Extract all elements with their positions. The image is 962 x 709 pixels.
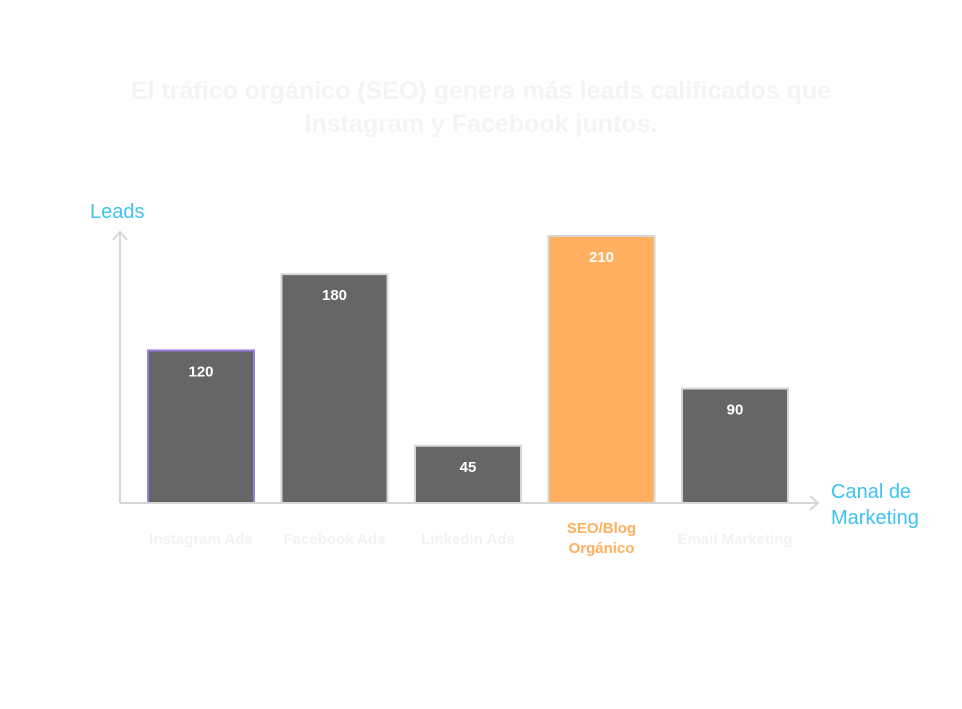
- category-label-2: LinkedIn Ads: [421, 531, 515, 548]
- category-label-4: Email Marketing: [677, 531, 792, 548]
- y-axis-label: Leads: [90, 201, 145, 223]
- category-label-0: Instagram Ads: [149, 531, 253, 548]
- chart-title-line-2: Instagram y Facebook juntos.: [304, 110, 658, 138]
- bar-4: [681, 387, 789, 505]
- bar-value-label-4: 90: [727, 402, 744, 419]
- bars: [147, 235, 789, 505]
- x-axis-label: Canal de Marketing: [831, 481, 919, 529]
- bar-value-label-3: 210: [589, 249, 614, 266]
- bar-2: [414, 444, 522, 504]
- axes: [112, 230, 820, 511]
- bar-value-label-2: 45: [460, 459, 477, 476]
- chart-title: El tráfico orgánico (SEO) genera más lea…: [0, 75, 962, 141]
- labels: 120 Instagram Ads 180 Facebook Ads 45 LinkedI…: [90, 201, 919, 557]
- chart-title-line-1: El tráfico orgánico (SEO) genera más lea…: [130, 77, 832, 105]
- bar-value-label-1: 180: [322, 287, 347, 304]
- y-axis-arrow-icon: [112, 230, 128, 241]
- category-label-1: Facebook Ads: [284, 531, 386, 548]
- x-axis-arrow-icon: [809, 495, 820, 511]
- bar-1: [280, 273, 389, 504]
- bar-value-label-0: 120: [188, 363, 213, 380]
- bar-3: [547, 235, 656, 504]
- category-label-3: SEO/Blog Orgánico: [567, 520, 636, 557]
